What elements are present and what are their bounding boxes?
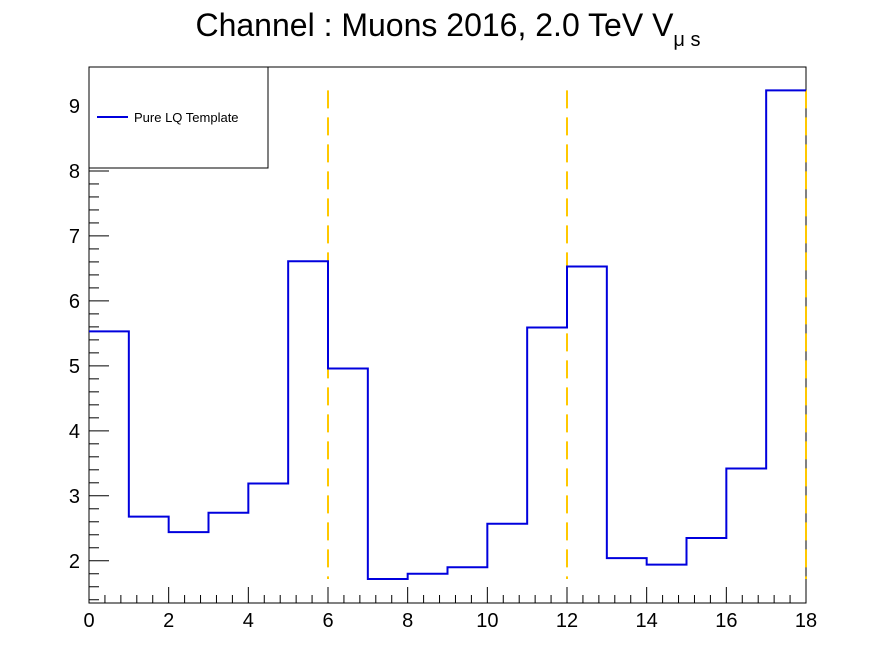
x-tick-label: 12	[556, 610, 578, 632]
y-tick-label: 3	[69, 486, 80, 508]
x-tick-label: 4	[243, 610, 254, 632]
x-tick-label: 14	[636, 610, 658, 632]
y-tick-label: 5	[69, 356, 80, 378]
chart-title: Channel : Muons 2016, 2.0 TeV Vμ s	[195, 7, 700, 51]
x-tick-label: 16	[715, 610, 737, 632]
legend: Pure LQ Template	[88, 66, 269, 169]
y-tick-label: 6	[69, 291, 80, 313]
x-axis: 0 2 4 6 8 10 12 14 16 18	[83, 587, 817, 632]
x-tick-label: 8	[402, 610, 413, 632]
y-tick-label: 4	[69, 421, 80, 443]
vertical-lines	[327, 90, 807, 579]
x-tick-label: 2	[163, 610, 174, 632]
series-line-pure-lq-template	[89, 89, 806, 580]
x-tick-label: 18	[795, 610, 817, 632]
y-tick-label: 2	[69, 551, 80, 573]
y-tick-label: 8	[69, 161, 80, 183]
y-tick-label: 7	[69, 226, 80, 248]
y-tick-label: 9	[69, 96, 80, 118]
y-axis: 2 3 4 5 6 7 8 9	[69, 66, 109, 601]
x-tick-label: 0	[83, 610, 94, 632]
x-tick-label: 10	[476, 610, 498, 632]
chart-title-main: Channel : Muons 2016, 2.0 TeV V	[195, 7, 674, 43]
x-tick-label: 6	[322, 610, 333, 632]
chart-title-subscript: μ s	[673, 29, 700, 51]
legend-label: Pure LQ Template	[134, 110, 239, 125]
